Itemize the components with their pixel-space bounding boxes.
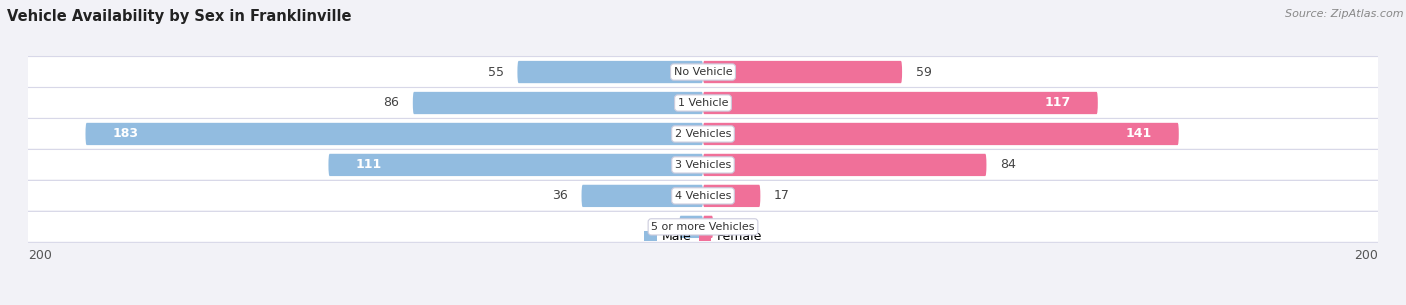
- Text: 183: 183: [112, 127, 138, 141]
- FancyBboxPatch shape: [86, 123, 703, 145]
- FancyBboxPatch shape: [703, 61, 903, 83]
- FancyBboxPatch shape: [679, 216, 703, 238]
- Text: 3: 3: [727, 221, 734, 233]
- FancyBboxPatch shape: [329, 154, 703, 176]
- Text: 17: 17: [773, 189, 790, 203]
- Text: 5 or more Vehicles: 5 or more Vehicles: [651, 222, 755, 232]
- Text: Vehicle Availability by Sex in Franklinville: Vehicle Availability by Sex in Franklinv…: [7, 9, 351, 24]
- Text: 1 Vehicle: 1 Vehicle: [678, 98, 728, 108]
- Text: 36: 36: [553, 189, 568, 203]
- Text: 200: 200: [28, 249, 52, 262]
- FancyBboxPatch shape: [703, 92, 1098, 114]
- FancyBboxPatch shape: [703, 185, 761, 207]
- FancyBboxPatch shape: [582, 185, 703, 207]
- Text: 2 Vehicles: 2 Vehicles: [675, 129, 731, 139]
- FancyBboxPatch shape: [703, 154, 987, 176]
- Text: 7: 7: [658, 221, 666, 233]
- FancyBboxPatch shape: [21, 149, 1385, 181]
- Legend: Male, Female: Male, Female: [640, 225, 766, 248]
- FancyBboxPatch shape: [703, 216, 713, 238]
- FancyBboxPatch shape: [413, 92, 703, 114]
- FancyBboxPatch shape: [703, 123, 1178, 145]
- Text: 3 Vehicles: 3 Vehicles: [675, 160, 731, 170]
- FancyBboxPatch shape: [21, 88, 1385, 118]
- Text: 141: 141: [1126, 127, 1152, 141]
- Text: 111: 111: [356, 158, 381, 171]
- Text: 4 Vehicles: 4 Vehicles: [675, 191, 731, 201]
- Text: Source: ZipAtlas.com: Source: ZipAtlas.com: [1285, 9, 1403, 19]
- FancyBboxPatch shape: [21, 211, 1385, 242]
- Text: 86: 86: [384, 96, 399, 109]
- Text: 117: 117: [1045, 96, 1071, 109]
- Text: 59: 59: [915, 66, 931, 78]
- FancyBboxPatch shape: [21, 56, 1385, 88]
- FancyBboxPatch shape: [517, 61, 703, 83]
- Text: 84: 84: [1000, 158, 1015, 171]
- Text: 55: 55: [488, 66, 503, 78]
- FancyBboxPatch shape: [21, 181, 1385, 211]
- Text: No Vehicle: No Vehicle: [673, 67, 733, 77]
- FancyBboxPatch shape: [21, 118, 1385, 149]
- Text: 200: 200: [1354, 249, 1378, 262]
